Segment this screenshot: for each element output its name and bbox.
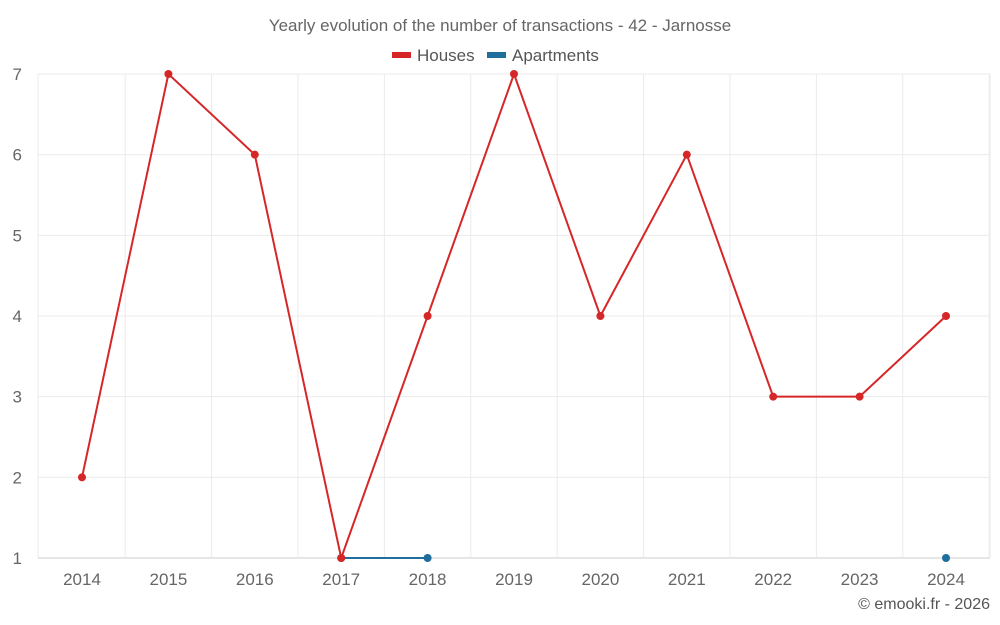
x-tick-label: 2024 <box>927 570 965 589</box>
series-houses <box>78 70 950 562</box>
x-tick-label: 2014 <box>63 570 101 589</box>
legend-item-apartments[interactable]: Apartments <box>487 46 599 65</box>
y-axis-ticks: 1 2 3 4 5 6 7 <box>13 65 22 568</box>
y-tick-label: 5 <box>13 226 22 245</box>
data-point-houses[interactable] <box>337 554 346 562</box>
data-point-houses[interactable] <box>596 312 605 320</box>
data-point-houses[interactable] <box>423 312 432 320</box>
series-layer <box>78 70 950 562</box>
data-point-houses[interactable] <box>164 70 173 78</box>
chart-title: Yearly evolution of the number of transa… <box>269 16 731 35</box>
gridlines <box>37 73 991 559</box>
x-tick-label: 2015 <box>149 570 187 589</box>
legend-swatch-apartments <box>487 52 506 58</box>
y-tick-label: 1 <box>13 549 22 568</box>
x-tick-label: 2016 <box>236 570 274 589</box>
x-tick-label: 2020 <box>581 570 619 589</box>
y-tick-label: 6 <box>13 146 22 165</box>
data-point-houses[interactable] <box>942 312 950 320</box>
data-point-houses[interactable] <box>769 392 778 401</box>
y-tick-label: 2 <box>13 468 22 487</box>
y-tick-label: 3 <box>13 388 22 407</box>
legend: Houses Apartments <box>392 46 599 65</box>
data-point-houses[interactable] <box>682 150 691 159</box>
y-tick-label: 7 <box>13 65 22 84</box>
y-tick-label: 4 <box>13 307 22 326</box>
legend-label-apartments: Apartments <box>512 46 599 65</box>
x-tick-label: 2017 <box>322 570 360 589</box>
data-point-apartments[interactable] <box>423 554 432 562</box>
data-point-houses[interactable] <box>510 70 518 78</box>
legend-label-houses: Houses <box>417 46 475 65</box>
x-tick-label: 2023 <box>841 570 879 589</box>
x-axis-ticks: 2014 2015 2016 2017 2018 2019 2020 2021 2022 2023… <box>63 570 965 589</box>
data-point-houses[interactable] <box>78 473 86 482</box>
x-tick-label: 2019 <box>495 570 533 589</box>
x-tick-label: 2021 <box>668 570 706 589</box>
data-point-apartments[interactable] <box>942 554 950 562</box>
legend-swatch-houses <box>392 52 411 58</box>
legend-item-houses[interactable]: Houses <box>392 46 475 65</box>
data-point-houses[interactable] <box>855 392 864 401</box>
x-tick-label: 2018 <box>409 570 447 589</box>
x-tick-label: 2022 <box>754 570 792 589</box>
data-point-houses[interactable] <box>250 150 259 159</box>
credit-text: © emooki.fr - 2026 <box>858 596 990 613</box>
